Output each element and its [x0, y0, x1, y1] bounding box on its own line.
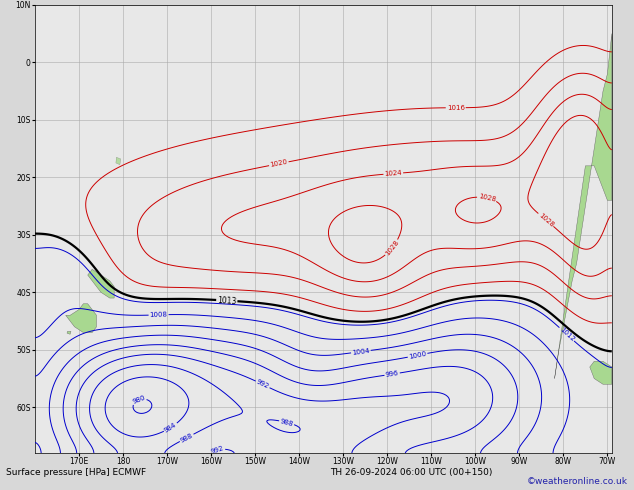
Polygon shape — [590, 361, 612, 384]
Text: 1004: 1004 — [352, 347, 370, 356]
Polygon shape — [66, 304, 96, 333]
Text: 988: 988 — [280, 418, 294, 427]
Text: 988: 988 — [179, 432, 194, 443]
Text: 980: 980 — [131, 394, 146, 405]
Text: 996: 996 — [385, 370, 399, 378]
Text: 1028: 1028 — [537, 212, 555, 228]
Text: 1016: 1016 — [447, 105, 465, 111]
Text: TH 26-09-2024 06:00 UTC (00+150): TH 26-09-2024 06:00 UTC (00+150) — [330, 468, 492, 477]
Text: 1008: 1008 — [150, 312, 167, 318]
Polygon shape — [67, 331, 71, 334]
Text: 1028: 1028 — [384, 239, 400, 257]
Text: 1028: 1028 — [477, 193, 496, 203]
Text: 992: 992 — [210, 445, 225, 455]
Text: 1020: 1020 — [269, 159, 288, 169]
Text: ©weatheronline.co.uk: ©weatheronline.co.uk — [527, 477, 628, 486]
Polygon shape — [116, 157, 120, 165]
Polygon shape — [87, 270, 114, 298]
Text: 984: 984 — [164, 421, 178, 434]
Text: 1000: 1000 — [408, 351, 427, 360]
Text: Surface pressure [HPa] ECMWF: Surface pressure [HPa] ECMWF — [6, 468, 146, 477]
Text: 1013: 1013 — [217, 295, 236, 306]
Text: 992: 992 — [256, 379, 270, 390]
Text: 1012: 1012 — [558, 326, 575, 343]
Polygon shape — [555, 34, 612, 378]
Text: 1024: 1024 — [384, 170, 403, 177]
